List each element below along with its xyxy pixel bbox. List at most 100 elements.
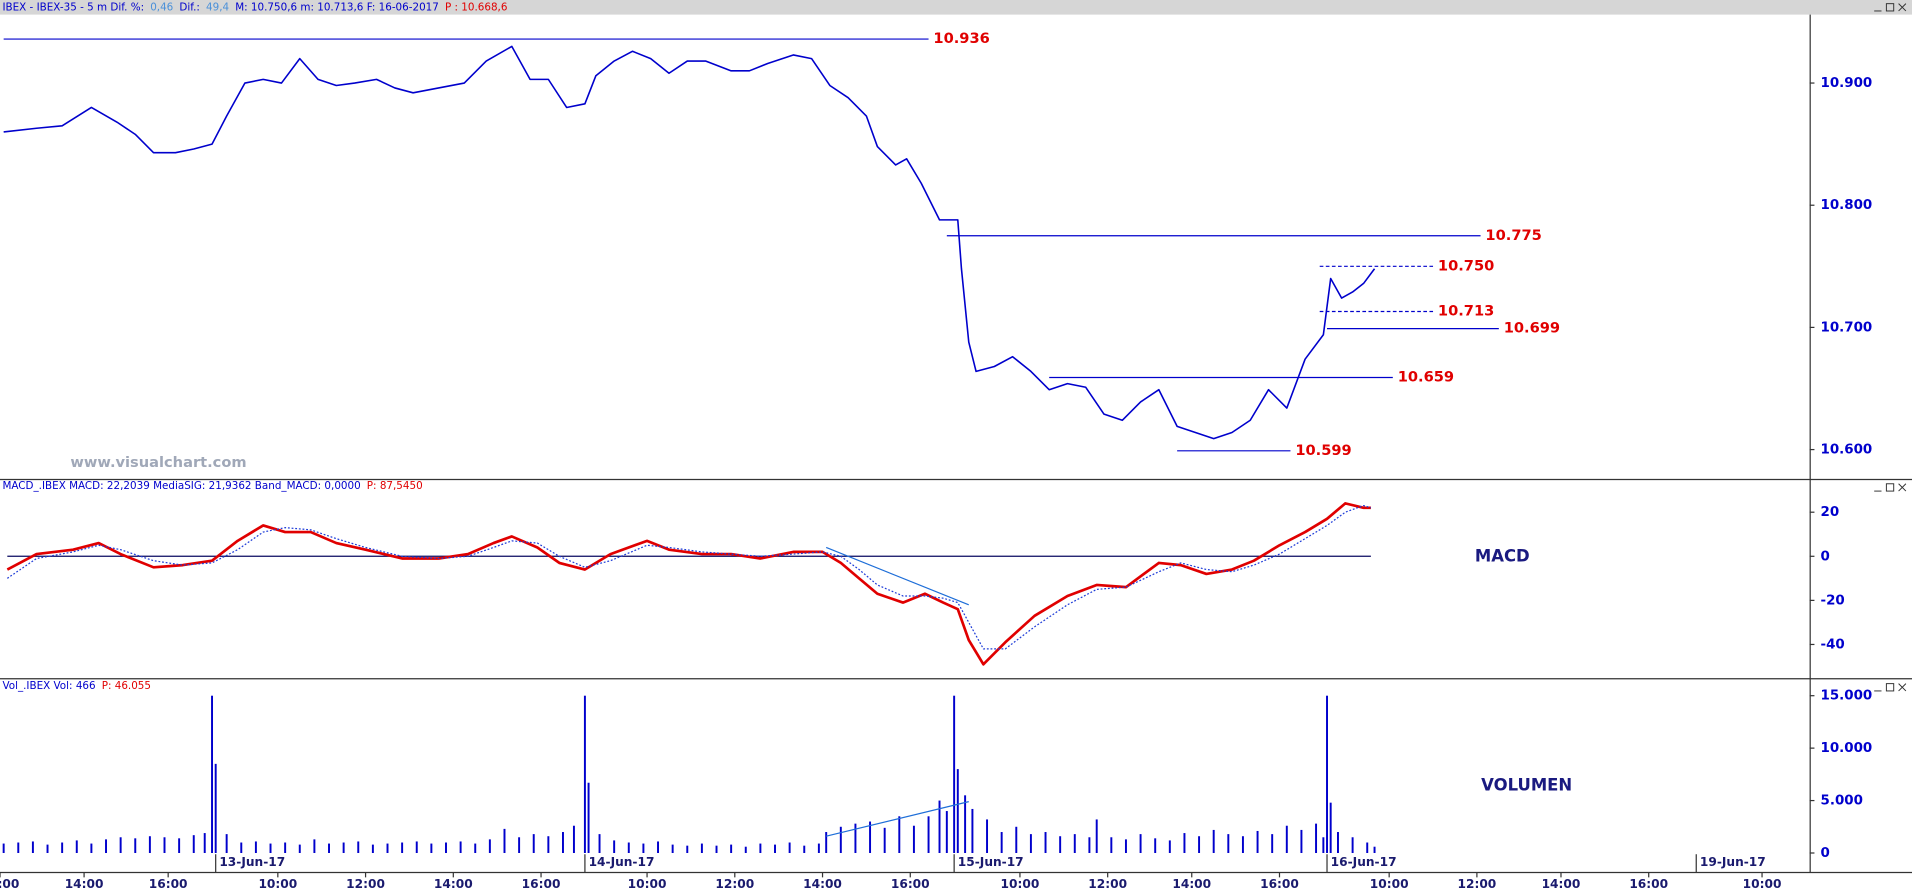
y-tick-label: 10.900	[1821, 76, 1873, 91]
volume-bar	[119, 837, 122, 853]
series-line	[6, 502, 1371, 666]
header-part: IBEX - IBEX-35 - 5 m Dif. %:	[2, 1, 144, 13]
volume-bar	[1154, 838, 1157, 853]
volume-bar	[730, 844, 733, 853]
y-tick-label: 0	[1821, 549, 1830, 564]
volume-bar	[1124, 839, 1127, 853]
volume-bar	[313, 839, 316, 853]
y-tick-label: 0	[1821, 846, 1830, 861]
volume-bar	[1227, 834, 1230, 853]
volume-bar	[686, 845, 689, 853]
level-label: 10.750	[1438, 257, 1494, 274]
volume-bar	[61, 842, 64, 853]
volume-bar	[583, 695, 586, 853]
volume-bar	[46, 844, 49, 853]
header-part: Vol_.IBEX Vol: 466	[2, 680, 95, 692]
level-label: 10.699	[1504, 320, 1560, 337]
volume-bar	[298, 844, 301, 853]
y-tick-label: 15.000	[1821, 689, 1873, 704]
header-part: P: 46.055	[102, 680, 151, 692]
panel-header: MACD_.IBEX MACD: 22,2039 MediaSIG: 21,93…	[2, 480, 422, 492]
volume-bar	[1183, 833, 1186, 853]
volume-bar	[825, 832, 828, 853]
volume-bar	[627, 842, 630, 853]
title-bar	[0, 0, 1912, 15]
header-part: M: 10.750,6 m: 10.713,6 F: 16-06-2017	[235, 1, 439, 13]
window-buttons[interactable]	[1874, 3, 1907, 692]
volume-bar	[1271, 834, 1274, 853]
close-button[interactable]	[1898, 3, 1907, 12]
volume-bar	[642, 843, 645, 853]
series-line	[6, 504, 1372, 650]
volume-bar	[415, 841, 418, 853]
x-tick-label: 10:00	[1001, 877, 1040, 891]
maximize-button[interactable]	[1885, 3, 1895, 12]
volume-bar	[430, 843, 433, 853]
x-tick-label: 14:00	[434, 877, 473, 891]
date-tick-label: 15-Jun-17	[958, 855, 1024, 869]
volume-bar	[986, 819, 989, 853]
close-button[interactable]	[1898, 483, 1907, 492]
x-tick-label: 16:00	[1260, 877, 1299, 891]
x-tick-label: 10:00	[258, 877, 297, 891]
volume-bar	[1322, 837, 1325, 853]
volume-bar	[284, 842, 287, 853]
volume-bar	[700, 843, 703, 853]
volume-bar	[1073, 834, 1076, 853]
y-tick-label: -40	[1821, 637, 1845, 652]
volume-bar	[744, 846, 747, 853]
volume-bar	[803, 845, 806, 853]
x-tick-label: 12:00	[1458, 877, 1497, 891]
panel	[2, 695, 1376, 853]
volume-bar	[328, 843, 330, 853]
panel-header: IBEX - IBEX-35 - 5 m Dif. %: 0,46 Dif.: 49,…	[2, 1, 507, 13]
volume-bar	[839, 826, 842, 853]
x-tick-label: 10:00	[0, 877, 19, 891]
volume-bar	[269, 843, 272, 853]
volume-bar	[1059, 836, 1062, 853]
volume-bar	[1315, 823, 1318, 853]
volume-bar	[1029, 834, 1032, 853]
x-tick-label: 10:00	[628, 877, 667, 891]
x-tick-label: 14:00	[803, 877, 842, 891]
x-tick-label: 10:00	[1370, 877, 1409, 891]
level-label: 10.659	[1398, 368, 1454, 385]
volume-bar	[1212, 829, 1215, 853]
volume-bar	[214, 763, 217, 853]
volume-bar	[342, 842, 345, 853]
series-line	[3, 45, 1376, 440]
volume-bar	[1366, 842, 1369, 853]
volume-bar	[371, 844, 374, 853]
panel-header: Vol_.IBEX Vol: 466 P: 46.055	[2, 680, 151, 692]
volume-bar	[31, 841, 34, 853]
x-tick-label: 14:00	[65, 877, 104, 891]
level-label: 10.775	[1485, 227, 1541, 244]
date-tick-label: 19-Jun-17	[1700, 855, 1766, 869]
volume-bar	[572, 825, 575, 853]
volume-bar	[1300, 829, 1303, 853]
trend-line	[825, 546, 969, 606]
level-label: 10.713	[1438, 303, 1494, 320]
volume-bar	[105, 839, 107, 853]
panel-label: MACD	[1475, 546, 1530, 565]
y-tick-label: 10.800	[1821, 198, 1873, 213]
volume-bar	[927, 816, 930, 853]
volume-bar	[562, 832, 564, 853]
volume-bar	[225, 834, 228, 853]
close-button[interactable]	[1898, 683, 1907, 692]
volume-bar	[459, 841, 462, 853]
volume-bar	[503, 828, 506, 853]
volume-bar	[17, 842, 20, 853]
y-tick-label: 20	[1821, 505, 1840, 520]
header-part: Dif.:	[179, 1, 200, 13]
y-tick-label: 10.600	[1821, 443, 1873, 458]
volume-bar	[1329, 802, 1332, 853]
maximize-button[interactable]	[1885, 483, 1895, 492]
volume-bar	[883, 827, 886, 853]
panel	[3, 38, 1499, 452]
maximize-button[interactable]	[1885, 683, 1895, 692]
volume-bar	[938, 800, 941, 853]
volume-bar	[474, 843, 477, 853]
volume-bar	[1256, 830, 1259, 853]
panel-label: VOLUMEN	[1481, 775, 1572, 794]
